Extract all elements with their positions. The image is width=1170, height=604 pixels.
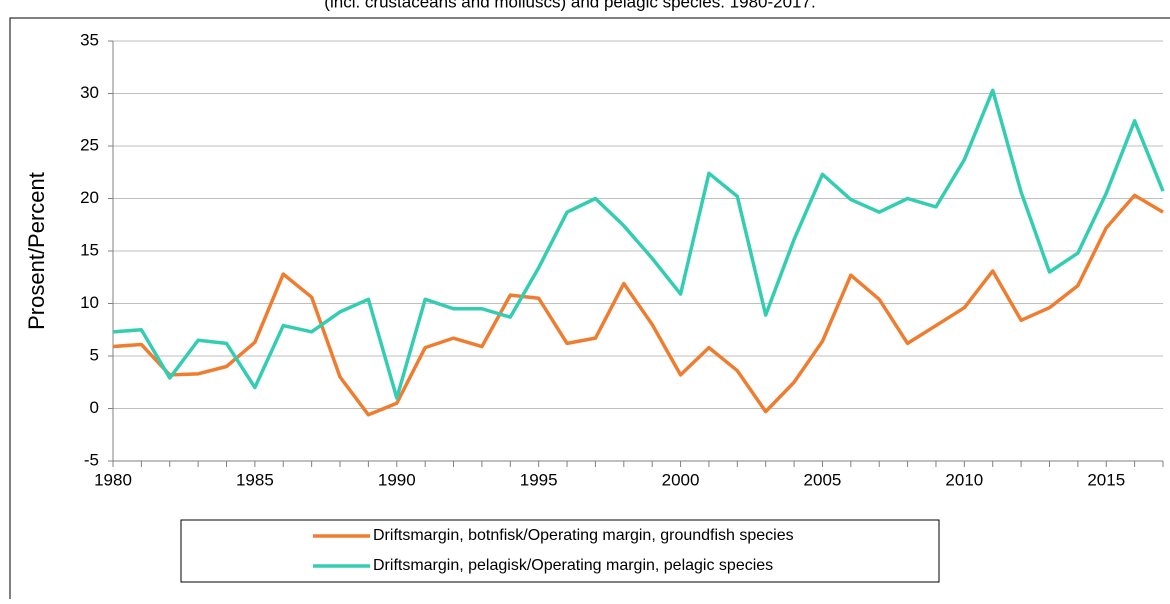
chart-title: (incl. crustaceans and molluscs) and pel… bbox=[324, 0, 815, 11]
y-tick-label: 20 bbox=[80, 188, 99, 207]
y-axis-label: Prosent/Percent bbox=[24, 172, 49, 330]
y-tick-label: 30 bbox=[80, 83, 99, 102]
y-tick-label: 35 bbox=[80, 30, 99, 49]
y-tick-label: 15 bbox=[80, 240, 99, 259]
y-tick-label: -5 bbox=[84, 450, 99, 469]
y-tick-label: 10 bbox=[80, 293, 99, 312]
x-tick-label: 2010 bbox=[945, 470, 983, 489]
x-tick-label: 1985 bbox=[236, 470, 274, 489]
x-tick-label: 1990 bbox=[378, 470, 416, 489]
legend-label: Driftsmargin, pelagisk/Operating margin,… bbox=[373, 557, 773, 574]
legend-label: Driftsmargin, botnfisk/Operating margin,… bbox=[373, 527, 794, 544]
chart-frame bbox=[9, 17, 1170, 604]
x-tick-label: 2015 bbox=[1087, 470, 1125, 489]
series-line bbox=[112, 193, 1164, 417]
x-tick-label: 1995 bbox=[520, 470, 558, 489]
y-tick-label: 5 bbox=[90, 345, 99, 364]
series-line bbox=[112, 88, 1165, 400]
x-tick-label: 2005 bbox=[804, 470, 842, 489]
y-tick-label: 0 bbox=[90, 398, 99, 417]
x-tick-label: 1980 bbox=[94, 470, 132, 489]
y-tick-label: 25 bbox=[80, 135, 99, 154]
x-tick-label: 2000 bbox=[662, 470, 700, 489]
legend-box bbox=[180, 519, 940, 583]
